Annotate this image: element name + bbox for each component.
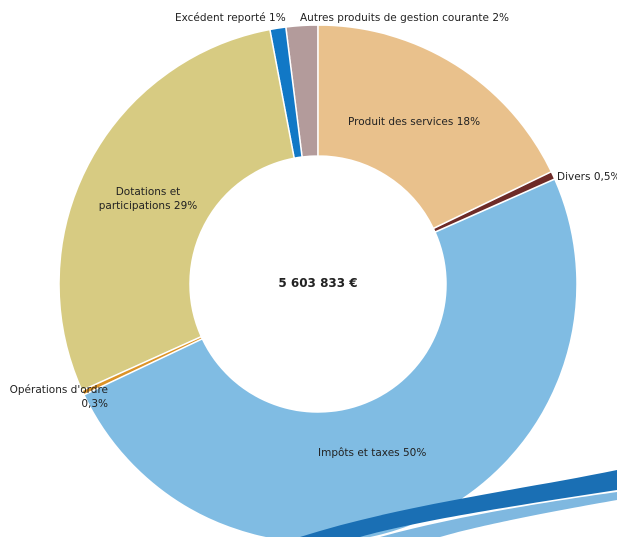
value-label: 0,3% — [81, 398, 108, 410]
data-label: Opérations d'ordre 0,3% — [0, 383, 108, 411]
data-label: Autres produits de gestion courante 2% — [300, 11, 540, 25]
data-label: Dotations et participations 29% — [92, 185, 204, 213]
category-name: Excédent reporté — [175, 12, 266, 24]
category-name: Produit des services — [348, 116, 454, 128]
value-label: 0,5% — [593, 171, 617, 183]
donut-segment — [317, 24, 553, 230]
data-label: Divers 0,5% — [557, 170, 617, 184]
category-name: Autres produits de gestion courante — [300, 12, 489, 24]
donut-segment — [82, 177, 578, 537]
data-label: Excédent reporté 1% — [175, 11, 295, 25]
swoosh — [380, 492, 617, 537]
value-label: 18% — [456, 116, 481, 128]
center-total: 5 603 833 € — [278, 276, 358, 290]
category-name: Opérations d'ordre — [9, 384, 108, 396]
decor-swoosh — [300, 470, 617, 537]
category-name: Dotations et participations — [98, 186, 181, 212]
data-label: Impôts et taxes 50% — [318, 446, 468, 460]
category-name: Divers — [557, 171, 591, 183]
value-label: 1% — [269, 12, 286, 24]
value-label: 2% — [492, 12, 510, 24]
value-label: 29% — [173, 200, 198, 212]
data-label: Produit des services 18% — [348, 115, 508, 129]
category-name: Impôts et taxes — [318, 447, 400, 459]
value-label: 50% — [402, 447, 427, 459]
swoosh — [300, 470, 617, 537]
donut-segment — [58, 28, 296, 392]
